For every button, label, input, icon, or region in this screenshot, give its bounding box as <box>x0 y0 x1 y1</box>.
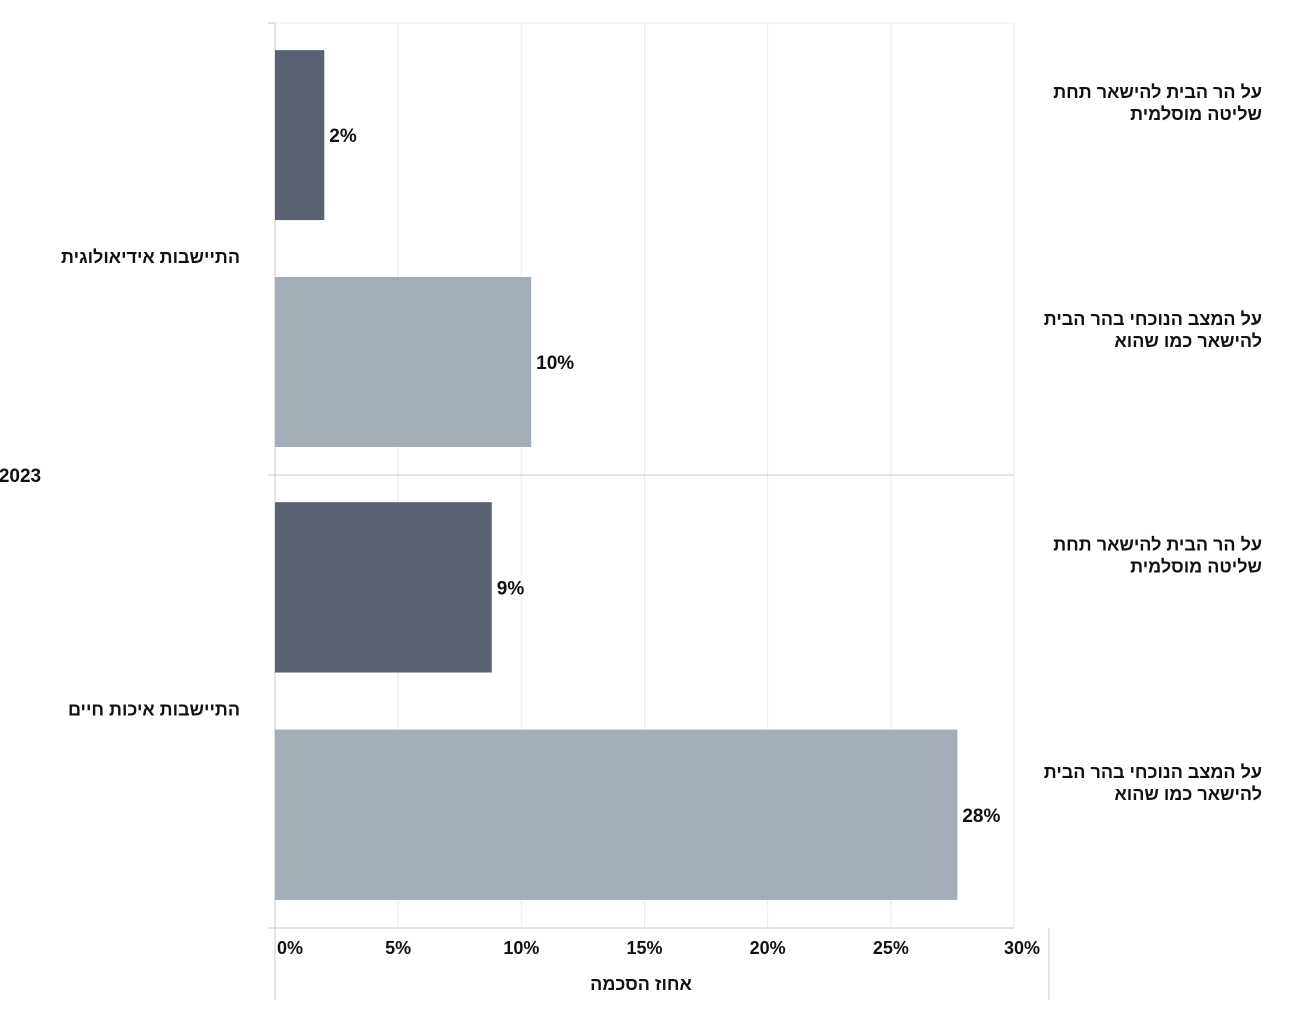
bar <box>275 50 325 221</box>
bar-value-label: 2% <box>329 126 357 147</box>
x-tick-label: 25% <box>873 938 909 958</box>
x-tick-label: 5% <box>385 938 411 958</box>
bar <box>275 277 532 447</box>
x-tick-label: 0% <box>277 938 303 958</box>
category-label: על הר הבית להישאר תחת <box>1053 82 1262 102</box>
bar <box>275 729 958 900</box>
x-tick-label: 20% <box>750 938 786 958</box>
category-label: על הר הבית להישאר תחת <box>1053 534 1262 554</box>
bar-value-label: 10% <box>536 353 574 374</box>
category-label: להישאר כמו שהוא <box>1115 331 1263 351</box>
x-axis-title: אחוז הסכמה <box>590 974 692 994</box>
category-label: על המצב הנוכחי בהר הבית <box>1044 762 1262 782</box>
bar <box>275 502 492 673</box>
labels: 0% 5% 10% 15% 20% 25% 30% התיישבות אידיאולוגית 2… <box>61 82 1262 958</box>
group-label: התיישבות אידיאולוגית <box>61 247 240 267</box>
category-label: להישאר כמו שהוא <box>1115 784 1263 804</box>
x-tick-label: 15% <box>626 938 662 958</box>
x-tick-label: 10% <box>503 938 539 958</box>
category-label: שליטה מוסלמית <box>1130 556 1262 576</box>
bar-value-label: 9% <box>497 578 525 599</box>
x-tick-label: 30% <box>1004 938 1040 958</box>
bars <box>275 50 958 900</box>
category-label: שליטה מוסלמית <box>1130 104 1262 124</box>
group-label: התיישבות איכות חיים <box>68 700 240 720</box>
category-label: על המצב הנוכחי בהר הבית <box>1044 309 1262 329</box>
year-label: 2023 <box>0 466 41 487</box>
bar-value-label: 28% <box>962 806 1000 827</box>
